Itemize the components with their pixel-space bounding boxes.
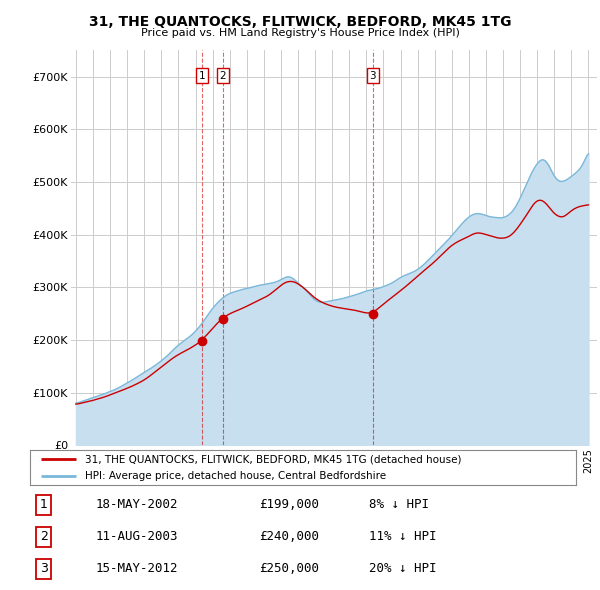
Text: 11% ↓ HPI: 11% ↓ HPI [368,530,436,543]
Text: Price paid vs. HM Land Registry's House Price Index (HPI): Price paid vs. HM Land Registry's House … [140,28,460,38]
Text: 20% ↓ HPI: 20% ↓ HPI [368,562,436,575]
Text: 8% ↓ HPI: 8% ↓ HPI [368,499,428,512]
Text: 3: 3 [370,71,376,81]
Text: £199,000: £199,000 [259,499,319,512]
Text: 11-AUG-2003: 11-AUG-2003 [95,530,178,543]
Text: 15-MAY-2012: 15-MAY-2012 [95,562,178,575]
Text: 3: 3 [40,562,47,575]
Text: 18-MAY-2002: 18-MAY-2002 [95,499,178,512]
Text: 31, THE QUANTOCKS, FLITWICK, BEDFORD, MK45 1TG: 31, THE QUANTOCKS, FLITWICK, BEDFORD, MK… [89,15,511,29]
Text: 1: 1 [199,71,205,81]
Text: 31, THE QUANTOCKS, FLITWICK, BEDFORD, MK45 1TG (detached house): 31, THE QUANTOCKS, FLITWICK, BEDFORD, MK… [85,454,461,464]
Text: 2: 2 [220,71,226,81]
Text: 1: 1 [40,499,47,512]
Text: £240,000: £240,000 [259,530,319,543]
Text: £250,000: £250,000 [259,562,319,575]
Text: HPI: Average price, detached house, Central Bedfordshire: HPI: Average price, detached house, Cent… [85,471,386,481]
Text: 2: 2 [40,530,47,543]
